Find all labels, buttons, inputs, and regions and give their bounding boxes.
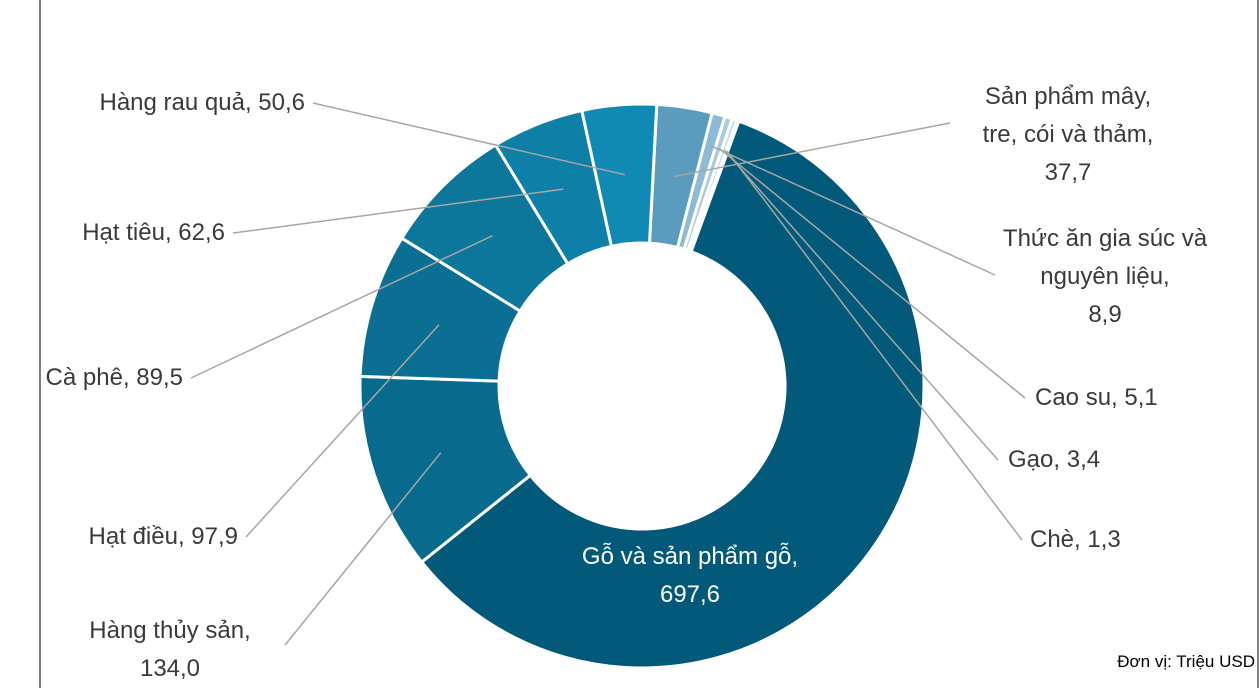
slice-label: Hàng thủy sản, 134,0 bbox=[40, 612, 300, 688]
label-part: , bbox=[1053, 446, 1061, 473]
label-part: Sản phẩm mây, tre, cói và thảm bbox=[982, 83, 1152, 148]
leader-line bbox=[718, 147, 1026, 399]
label-part: 50,6 bbox=[258, 89, 305, 116]
label-part: , bbox=[164, 219, 172, 246]
unit-note: Đơn vị: Triệu USD bbox=[1117, 652, 1255, 671]
leader-line bbox=[709, 144, 996, 276]
slice-label: Thức ăn gia súc và nguyên liệu, 8,9 bbox=[1003, 220, 1208, 334]
label-part: 5,1 bbox=[1124, 384, 1158, 411]
label-part: 134,0 bbox=[139, 655, 201, 682]
donut-slice bbox=[580, 102, 659, 249]
slice-label: Gỗ và sản phẩm gỗ, 697,6 bbox=[530, 538, 850, 614]
label-part: 37,7 bbox=[1044, 159, 1092, 186]
label-part: , bbox=[244, 617, 251, 644]
label-part: Hàng thủy sản bbox=[89, 617, 245, 644]
label-part: Hạt tiêu bbox=[82, 219, 165, 246]
donut-slice bbox=[419, 119, 926, 670]
slice-label: Hạt điều, 97,9 bbox=[89, 518, 238, 556]
label-part: 697,6 bbox=[659, 581, 721, 608]
leader-line bbox=[312, 102, 625, 176]
label-part: , bbox=[1074, 526, 1081, 553]
label-part: , bbox=[177, 523, 185, 550]
label-part: 8,9 bbox=[1088, 301, 1122, 328]
label-part: , bbox=[1111, 384, 1118, 411]
label-part: 62,6 bbox=[178, 219, 225, 246]
label-part: Gỗ và sản phẩm gỗ bbox=[581, 543, 792, 570]
label-part: Hạt điều bbox=[88, 523, 178, 550]
label-part: 89,5 bbox=[136, 364, 183, 391]
leader-line bbox=[232, 188, 564, 234]
slice-label: Hàng rau quả, 50,6 bbox=[99, 84, 305, 122]
slice-label: Chè, 1,3 bbox=[1030, 521, 1121, 559]
label-part: , bbox=[244, 89, 252, 116]
slice-label: Cà phê, 89,5 bbox=[46, 359, 183, 397]
leader-line bbox=[284, 452, 442, 646]
label-part: Cao su bbox=[1035, 384, 1112, 411]
label-part: Thức ăn gia súc và nguyên liệu bbox=[1002, 225, 1208, 290]
label-part: Gạo bbox=[1008, 446, 1054, 473]
label-part: 1,3 bbox=[1087, 526, 1121, 553]
slice-label: Sản phẩm mây, tre, cói và thảm, 37,7 bbox=[966, 78, 1171, 192]
leader-line bbox=[190, 234, 493, 379]
label-part: 97,9 bbox=[191, 523, 238, 550]
slice-label: Gạo, 3,4 bbox=[1008, 441, 1100, 479]
label-part: , bbox=[1146, 121, 1154, 148]
label-part: 3,4 bbox=[1066, 446, 1101, 473]
slice-label: Hạt tiêu, 62,6 bbox=[82, 214, 225, 252]
leader-line bbox=[245, 324, 440, 538]
leader-line bbox=[726, 150, 1023, 541]
label-part: , bbox=[122, 364, 130, 391]
slice-label: Cao su, 5,1 bbox=[1035, 379, 1158, 417]
label-part: Cà phê bbox=[45, 364, 123, 391]
label-part: , bbox=[791, 543, 799, 570]
label-part: Chè bbox=[1030, 526, 1075, 553]
leader-line bbox=[723, 149, 999, 461]
label-part: , bbox=[1163, 263, 1170, 290]
label-part: Hàng rau quả bbox=[99, 89, 245, 116]
leader-line bbox=[673, 122, 951, 178]
